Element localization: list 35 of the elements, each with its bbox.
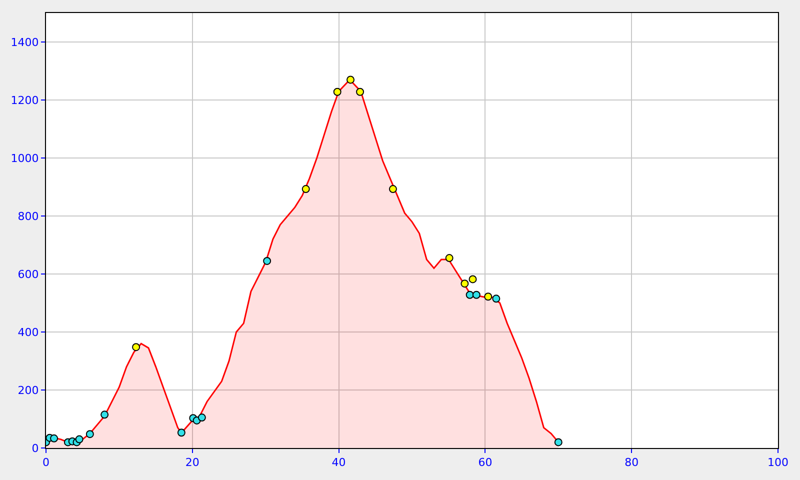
y-tick-label: 200 (18, 384, 39, 397)
point (460, 280, 469, 288)
point (466, 290, 474, 299)
x-tick-label: 60 (478, 456, 492, 470)
point (554, 438, 562, 446)
x-tick-label: 100 (768, 456, 788, 470)
point (346, 76, 355, 84)
y-tick-label: 1000 (10, 152, 39, 165)
point (302, 185, 310, 194)
y-tick-label: 0 (32, 442, 39, 455)
x-tick-label: 0 (42, 456, 50, 470)
point (356, 88, 364, 96)
point (388, 185, 397, 194)
point (100, 410, 109, 419)
point (86, 430, 94, 438)
y-tick-label: 1400 (10, 36, 39, 49)
x-tick-label: 20 (185, 456, 200, 470)
point (492, 294, 500, 303)
point (50, 434, 58, 442)
point (445, 254, 454, 262)
point (198, 414, 206, 422)
y-tick-label: 1200 (10, 94, 39, 107)
point (484, 292, 492, 301)
point (132, 343, 140, 352)
point (468, 275, 477, 284)
point (263, 256, 272, 265)
y-tick-label: 800 (18, 210, 39, 223)
point (177, 428, 186, 437)
y-tick-label: 600 (18, 268, 39, 281)
x-tick-label: 80 (624, 456, 639, 470)
point (472, 290, 480, 299)
point (333, 88, 342, 96)
x-tick-label: 40 (332, 456, 346, 470)
point (75, 435, 84, 444)
y-tick-label: 400 (18, 326, 39, 339)
